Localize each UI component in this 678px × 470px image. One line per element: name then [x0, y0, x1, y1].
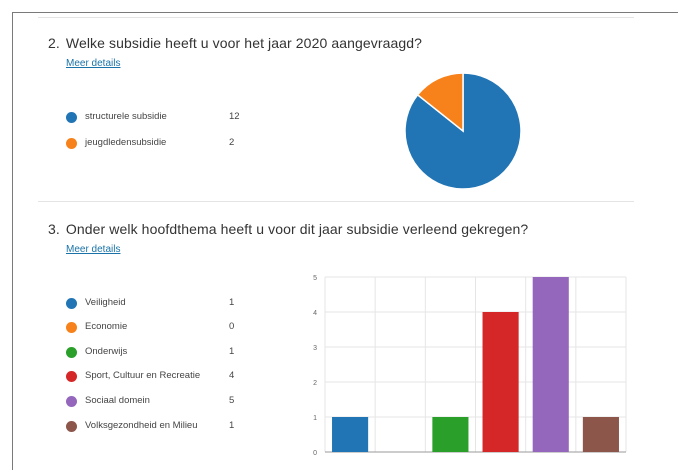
legend-color-dot	[66, 322, 77, 333]
legend-label: Sport, Cultuur en Recreatie	[85, 370, 201, 381]
legend-item: Volksgezondheid en Milieu 1	[66, 419, 266, 435]
legend-item: Sport, Cultuur en Recreatie 4	[66, 369, 266, 385]
bar	[332, 417, 369, 452]
legend-label: Volksgezondheid en Milieu	[85, 420, 198, 431]
y-tick-label: 3	[313, 345, 317, 352]
bar	[532, 277, 569, 452]
legend-count: 12	[229, 111, 240, 122]
legend-color-dot	[66, 112, 77, 123]
legend-label: Economie	[85, 321, 128, 332]
legend-item: jeugdledensubsidie 2	[66, 136, 266, 152]
y-tick-label: 2	[313, 380, 317, 387]
legend-count: 4	[229, 370, 235, 381]
legend-label: Onderwijs	[85, 346, 128, 357]
more-details-link[interactable]: Meer details	[66, 58, 121, 69]
question-3-title: 3. Onder welk hoofdthema heeft u voor dit…	[48, 221, 528, 237]
legend-label: Sociaal domein	[85, 395, 150, 406]
legend-color-dot	[66, 421, 77, 432]
more-details-link[interactable]: Meer details	[66, 244, 121, 255]
y-tick-label: 0	[313, 450, 317, 457]
section-divider-top	[38, 17, 634, 18]
legend-item: structurele subsidie 12	[66, 110, 266, 126]
question-number: 3.	[48, 221, 60, 237]
bar	[482, 312, 519, 452]
legend-color-dot	[66, 371, 77, 382]
legend-count: 5	[229, 395, 235, 406]
y-tick-label: 5	[313, 275, 317, 282]
legend-item: Sociaal domein 5	[66, 394, 266, 410]
legend-count: 0	[229, 321, 235, 332]
y-tick-label: 4	[313, 310, 317, 317]
legend-label: jeugdledensubsidie	[85, 137, 167, 148]
legend-label: Veiligheid	[85, 297, 126, 308]
legend-color-dot	[66, 298, 77, 309]
legend-item: Economie 0	[66, 320, 266, 336]
legend-color-dot	[66, 138, 77, 149]
section-divider	[38, 201, 634, 202]
legend-color-dot	[66, 396, 77, 407]
legend-color-dot	[66, 347, 77, 358]
y-tick-label: 1	[313, 415, 317, 422]
legend-item: Veiligheid 1	[66, 296, 266, 312]
legend-count: 1	[229, 297, 235, 308]
legend-item: Onderwijs 1	[66, 345, 266, 361]
question-2-title: 2. Welke subsidie heeft u voor het jaar 2…	[48, 35, 422, 51]
question-text: Welke subsidie heeft u voor het jaar 202…	[65, 35, 423, 51]
bar	[432, 417, 469, 452]
pie-chart	[404, 72, 522, 190]
legend-count: 1	[229, 420, 235, 431]
legend-count: 1	[229, 346, 235, 357]
question-number: 2.	[48, 35, 60, 51]
legend-label: structurele subsidie	[85, 111, 167, 122]
pie-slice	[416, 72, 464, 133]
legend-count: 2	[229, 137, 235, 148]
bar-chart: 0 1 2 3 4 5	[313, 275, 627, 457]
bar	[582, 417, 619, 452]
question-text: Onder welk hoofdthema heeft u voor dit j…	[65, 221, 529, 237]
